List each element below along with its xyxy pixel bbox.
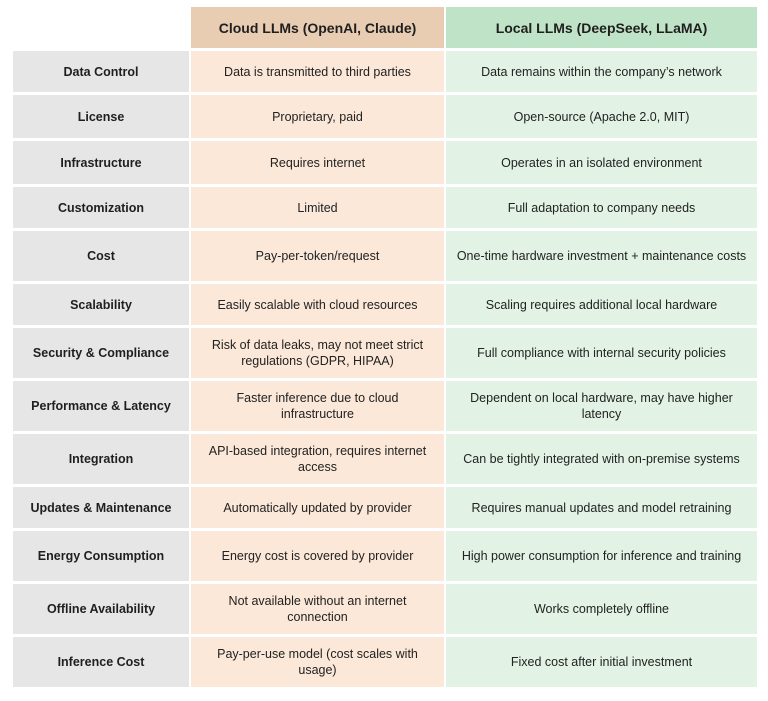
local-cell: One-time hardware investment + maintenan… [446,231,757,281]
cloud-cell: Risk of data leaks, may not meet strict … [191,328,444,378]
row-label: Inference Cost [13,637,189,687]
row-label: Updates & Maintenance [13,487,189,528]
local-cell: Requires manual updates and model retrai… [446,487,757,528]
row-label: Cost [13,231,189,281]
local-cell: Operates in an isolated environment [446,141,757,184]
local-cell: High power consumption for inference and… [446,531,757,581]
local-cell: Dependent on local hardware, may have hi… [446,381,757,431]
local-cell: Works completely offline [446,584,757,634]
local-cell: Full adaptation to company needs [446,187,757,228]
row-label: Offline Availability [13,584,189,634]
row-label: Integration [13,434,189,484]
row-label: Infrastructure [13,141,189,184]
local-cell: Full compliance with internal security p… [446,328,757,378]
row-label: Scalability [13,284,189,325]
cloud-cell: Energy cost is covered by provider [191,531,444,581]
cloud-cell: Requires internet [191,141,444,184]
column-header-local: Local LLMs (DeepSeek, LLaMA) [446,7,757,48]
cloud-cell: Proprietary, paid [191,95,444,138]
row-label: Performance & Latency [13,381,189,431]
cloud-cell: API-based integration, requires internet… [191,434,444,484]
local-cell: Fixed cost after initial investment [446,637,757,687]
comparison-table: Cloud LLMs (OpenAI, Claude) Local LLMs (… [13,7,757,687]
local-cell: Data remains within the company’s networ… [446,51,757,92]
cloud-cell: Easily scalable with cloud resources [191,284,444,325]
local-cell: Scaling requires additional local hardwa… [446,284,757,325]
cloud-cell: Faster inference due to cloud infrastruc… [191,381,444,431]
cloud-cell: Pay-per-token/request [191,231,444,281]
cloud-cell: Data is transmitted to third parties [191,51,444,92]
cloud-cell: Automatically updated by provider [191,487,444,528]
row-label: License [13,95,189,138]
local-cell: Can be tightly integrated with on-premis… [446,434,757,484]
row-label: Data Control [13,51,189,92]
row-label: Customization [13,187,189,228]
row-label: Energy Consumption [13,531,189,581]
cloud-cell: Pay-per-use model (cost scales with usag… [191,637,444,687]
header-blank-cell [13,7,189,48]
column-header-cloud: Cloud LLMs (OpenAI, Claude) [191,7,444,48]
cloud-cell: Not available without an internet connec… [191,584,444,634]
local-cell: Open-source (Apache 2.0, MIT) [446,95,757,138]
cloud-cell: Limited [191,187,444,228]
row-label: Security & Compliance [13,328,189,378]
